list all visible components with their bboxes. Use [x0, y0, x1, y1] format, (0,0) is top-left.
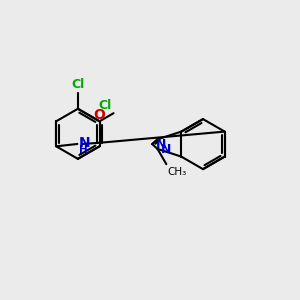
Text: Cl: Cl	[71, 77, 85, 91]
Text: N: N	[156, 138, 166, 151]
Text: Cl: Cl	[98, 99, 111, 112]
Text: CH₃: CH₃	[168, 167, 187, 177]
Text: H: H	[79, 146, 88, 155]
Text: O: O	[94, 108, 105, 122]
Text: N: N	[79, 136, 91, 150]
Text: N: N	[161, 143, 171, 156]
